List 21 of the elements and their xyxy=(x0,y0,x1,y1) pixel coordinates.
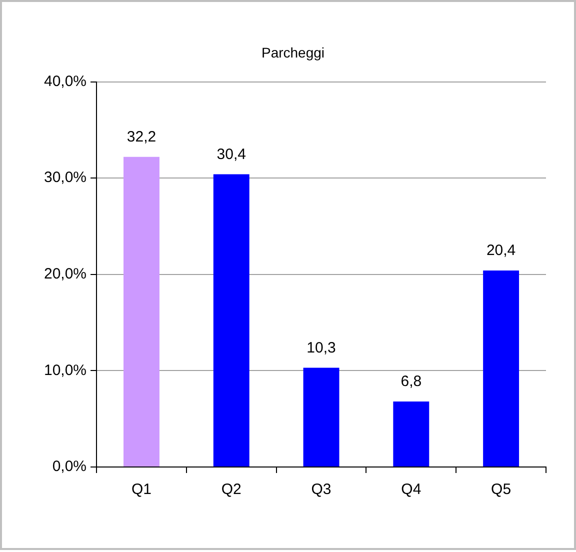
x-tick-label: Q2 xyxy=(221,481,242,498)
chart-title: Parcheggi xyxy=(261,44,325,60)
bar xyxy=(124,156,160,466)
x-tick-label: Q1 xyxy=(131,481,152,498)
bar xyxy=(213,174,250,466)
data-label: 6,8 xyxy=(400,373,422,390)
x-tick-label: Q5 xyxy=(491,481,512,498)
x-tick-label: Q4 xyxy=(401,481,422,498)
y-tick-label: 40,0% xyxy=(44,72,87,90)
bar xyxy=(303,368,340,466)
y-tick-label: 30,0% xyxy=(44,169,87,186)
bar xyxy=(393,402,430,466)
data-label: 20,4 xyxy=(486,242,516,260)
y-tick-label: 10,0% xyxy=(44,362,87,379)
data-label: 32,2 xyxy=(126,128,156,146)
bar xyxy=(483,270,520,466)
y-tick-label: 0,0% xyxy=(52,458,87,476)
data-label: 30,4 xyxy=(216,146,246,163)
y-tick-label: 20,0% xyxy=(44,266,87,283)
data-label: 10,3 xyxy=(306,339,336,356)
x-tick-label: Q3 xyxy=(311,481,332,498)
